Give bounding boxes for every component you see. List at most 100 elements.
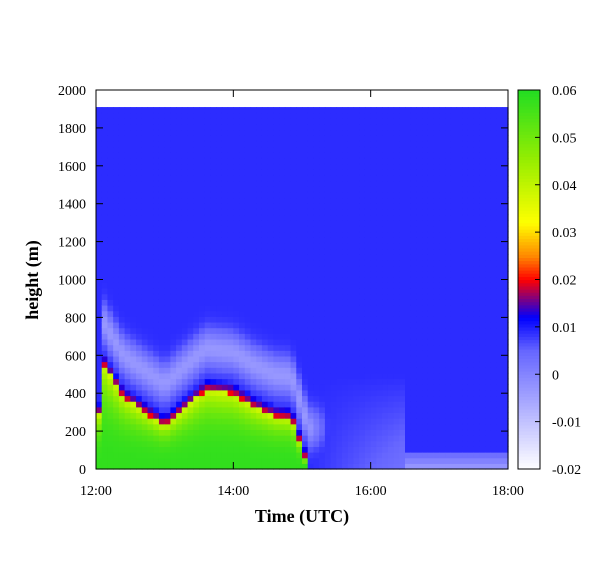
heatmap-cell — [107, 118, 114, 125]
heatmap-cell — [290, 423, 297, 431]
heatmap-cell — [267, 355, 274, 363]
colorbar-cell — [518, 456, 540, 461]
heatmap-cell — [158, 327, 166, 334]
heatmap-cell — [216, 237, 223, 244]
heatmap-cell — [290, 344, 297, 351]
heatmap-cell — [307, 220, 315, 227]
heatmap-cell — [445, 446, 452, 453]
heatmap-cell — [502, 372, 509, 380]
heatmap-cell — [170, 401, 177, 408]
heatmap-cell — [422, 344, 429, 351]
heatmap-cell — [227, 242, 234, 250]
heatmap-cell — [147, 412, 154, 419]
heatmap-cell — [359, 118, 366, 125]
heatmap-cell — [427, 265, 435, 272]
heatmap-cell — [439, 333, 446, 340]
heatmap-cell — [261, 157, 269, 165]
heatmap-cell — [210, 367, 217, 374]
heatmap-cell — [324, 271, 332, 278]
heatmap-cell — [233, 203, 240, 210]
heatmap-cell — [387, 395, 395, 402]
heatmap-cell — [405, 242, 412, 250]
heatmap-cell — [353, 378, 360, 385]
heatmap-cell — [107, 418, 114, 425]
heatmap-cell — [473, 124, 480, 131]
heatmap-cell — [113, 169, 120, 176]
heatmap-cell — [233, 338, 240, 346]
heatmap-cell — [450, 186, 458, 193]
heatmap-cell — [187, 412, 194, 419]
heatmap-cell — [176, 135, 183, 142]
heatmap-cell — [158, 197, 166, 204]
heatmap-cell — [479, 163, 486, 170]
heatmap-cell — [405, 299, 412, 306]
heatmap-cell — [347, 271, 355, 278]
heatmap-cell — [204, 237, 212, 244]
heatmap-cell — [456, 321, 463, 329]
heatmap-cell — [330, 446, 337, 453]
heatmap-cell — [256, 418, 263, 425]
heatmap-cell — [387, 135, 395, 142]
heatmap-cell — [336, 418, 343, 425]
heatmap-cell — [302, 157, 309, 165]
heatmap-cell — [405, 237, 412, 244]
heatmap-cell — [399, 310, 406, 317]
heatmap-cell — [382, 276, 389, 283]
heatmap-cell — [210, 333, 217, 340]
heatmap-cell — [479, 203, 486, 210]
heatmap-cell — [250, 446, 257, 453]
heatmap-cell — [439, 265, 446, 272]
heatmap-cell — [267, 191, 274, 199]
heatmap-cell — [496, 276, 503, 283]
heatmap-cell — [416, 248, 423, 255]
heatmap-cell — [101, 140, 109, 148]
heatmap-cell — [445, 254, 452, 261]
heatmap-cell — [96, 446, 103, 453]
heatmap-cell — [124, 191, 131, 199]
heatmap-cell — [416, 163, 423, 170]
heatmap-cell — [107, 140, 114, 148]
heatmap-cell — [502, 463, 509, 470]
heatmap-cell — [342, 135, 349, 142]
heatmap-cell — [130, 452, 137, 459]
heatmap-cell — [290, 401, 297, 408]
heatmap-cell — [261, 220, 269, 227]
heatmap-cell — [399, 288, 406, 295]
heatmap-cell — [141, 372, 149, 380]
heatmap-cell — [462, 225, 469, 233]
colorbar-cell — [518, 257, 540, 262]
heatmap-cell — [399, 418, 406, 425]
heatmap-cell — [376, 152, 383, 159]
heatmap-cell — [353, 288, 360, 295]
heatmap-cell — [353, 418, 360, 425]
heatmap-cell — [118, 152, 126, 159]
heatmap-cell — [359, 452, 366, 459]
heatmap-cell — [239, 242, 246, 250]
heatmap-cell — [439, 429, 446, 436]
heatmap-cell — [216, 107, 223, 114]
heatmap-cell — [462, 231, 469, 238]
heatmap-cell — [410, 355, 418, 363]
heatmap-cell — [124, 446, 131, 453]
heatmap-cell — [502, 327, 509, 334]
heatmap-cell — [330, 203, 337, 210]
heatmap-cell — [193, 225, 200, 233]
heatmap-cell — [199, 384, 206, 391]
heatmap-cell — [427, 107, 435, 114]
heatmap-cell — [273, 384, 280, 391]
heatmap-cell — [410, 304, 418, 312]
heatmap-cell — [284, 180, 292, 187]
heatmap-cell — [450, 423, 458, 431]
heatmap-cell — [204, 191, 212, 199]
heatmap-cell — [502, 446, 509, 453]
heatmap-cell — [170, 208, 177, 216]
heatmap-cell — [118, 316, 126, 323]
heatmap-cell — [279, 118, 286, 125]
heatmap-cell — [290, 129, 297, 136]
heatmap-cell — [422, 135, 429, 142]
heatmap-cell — [193, 321, 200, 329]
heatmap-cell — [347, 361, 355, 368]
heatmap-cell — [450, 344, 458, 351]
heatmap-cell — [96, 248, 103, 255]
heatmap-cell — [359, 220, 366, 227]
